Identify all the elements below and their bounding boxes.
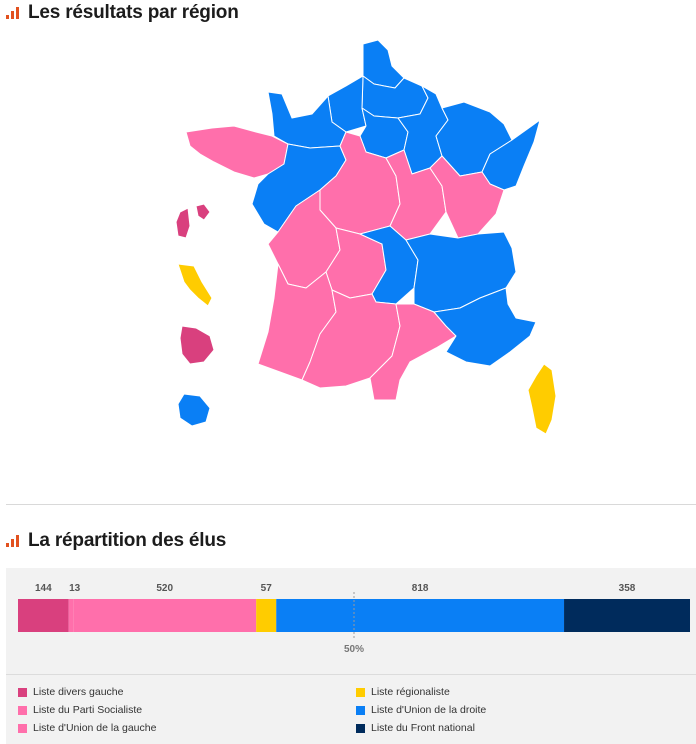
section-divider	[6, 504, 696, 505]
legend-label: Liste d'Union de la gauche	[33, 722, 157, 734]
bar-segment[interactable]	[18, 599, 69, 632]
seat-distribution-header: La répartition des élus	[6, 530, 226, 552]
bar-value-label: 818	[412, 583, 429, 594]
legend-item: Liste divers gauche	[18, 686, 123, 698]
bar-segment[interactable]	[68, 599, 74, 632]
legend-label: Liste d'Union de la droite	[371, 704, 487, 716]
bar-segment[interactable]	[73, 599, 257, 632]
legend-swatch	[18, 687, 27, 697]
region-bourgogne[interactable]	[385, 149, 447, 241]
legend-item: Liste du Parti Socialiste	[18, 704, 142, 716]
legend-swatch	[356, 687, 365, 697]
bar-value-label: 57	[261, 583, 273, 594]
legend-item: Liste régionaliste	[356, 686, 450, 698]
region-martinique[interactable]	[177, 263, 213, 307]
legend-swatch	[356, 723, 365, 733]
region-reunion[interactable]	[177, 393, 211, 427]
legend-swatch	[356, 705, 365, 715]
legend-item: Liste d'Union de la droite	[356, 704, 486, 716]
legend-label: Liste divers gauche	[33, 686, 124, 698]
bar-value-label: 144	[35, 583, 52, 594]
legend-label: Liste régionaliste	[371, 686, 450, 698]
region-alsace[interactable]	[481, 119, 541, 191]
bar-chart-icon	[6, 535, 22, 547]
bar-value-label: 520	[156, 583, 173, 594]
legend-label: Liste du Parti Socialiste	[33, 704, 143, 716]
section-title: Les résultats par région	[28, 2, 239, 23]
bar-segment[interactable]	[564, 599, 690, 632]
legend-item: Liste d'Union de la gauche	[18, 722, 156, 734]
region-guyane[interactable]	[179, 325, 215, 365]
france-regions-map	[175, 39, 557, 435]
bar-value-label: 358	[619, 583, 636, 594]
bar-segment[interactable]	[256, 599, 277, 632]
region-bretagne[interactable]	[185, 125, 289, 179]
legend-item: Liste du Front national	[356, 722, 475, 734]
bar-value-label: 13	[69, 583, 81, 594]
region-franche-comte[interactable]	[429, 155, 505, 239]
seat-distribution-chart: 144 13 520 57 818 358 50% Liste divers gauche …	[6, 568, 696, 744]
bar-chart-icon	[6, 7, 22, 19]
legend-separator	[6, 674, 696, 675]
bar-segment[interactable]	[276, 599, 565, 632]
results-by-region-header: Les résultats par région	[6, 2, 239, 24]
legend-swatch	[18, 723, 27, 733]
section-title: La répartition des élus	[28, 530, 227, 551]
legend-swatch	[18, 705, 27, 715]
region-guadeloupe[interactable]	[175, 203, 211, 239]
majority-reference-label: 50%	[344, 644, 364, 655]
region-corse[interactable]	[527, 363, 557, 435]
region-paca[interactable]	[433, 287, 537, 367]
stacked-bar-svg: 144 13 520 57 818 358 50%	[18, 583, 690, 655]
legend-label: Liste du Front national	[371, 722, 475, 734]
